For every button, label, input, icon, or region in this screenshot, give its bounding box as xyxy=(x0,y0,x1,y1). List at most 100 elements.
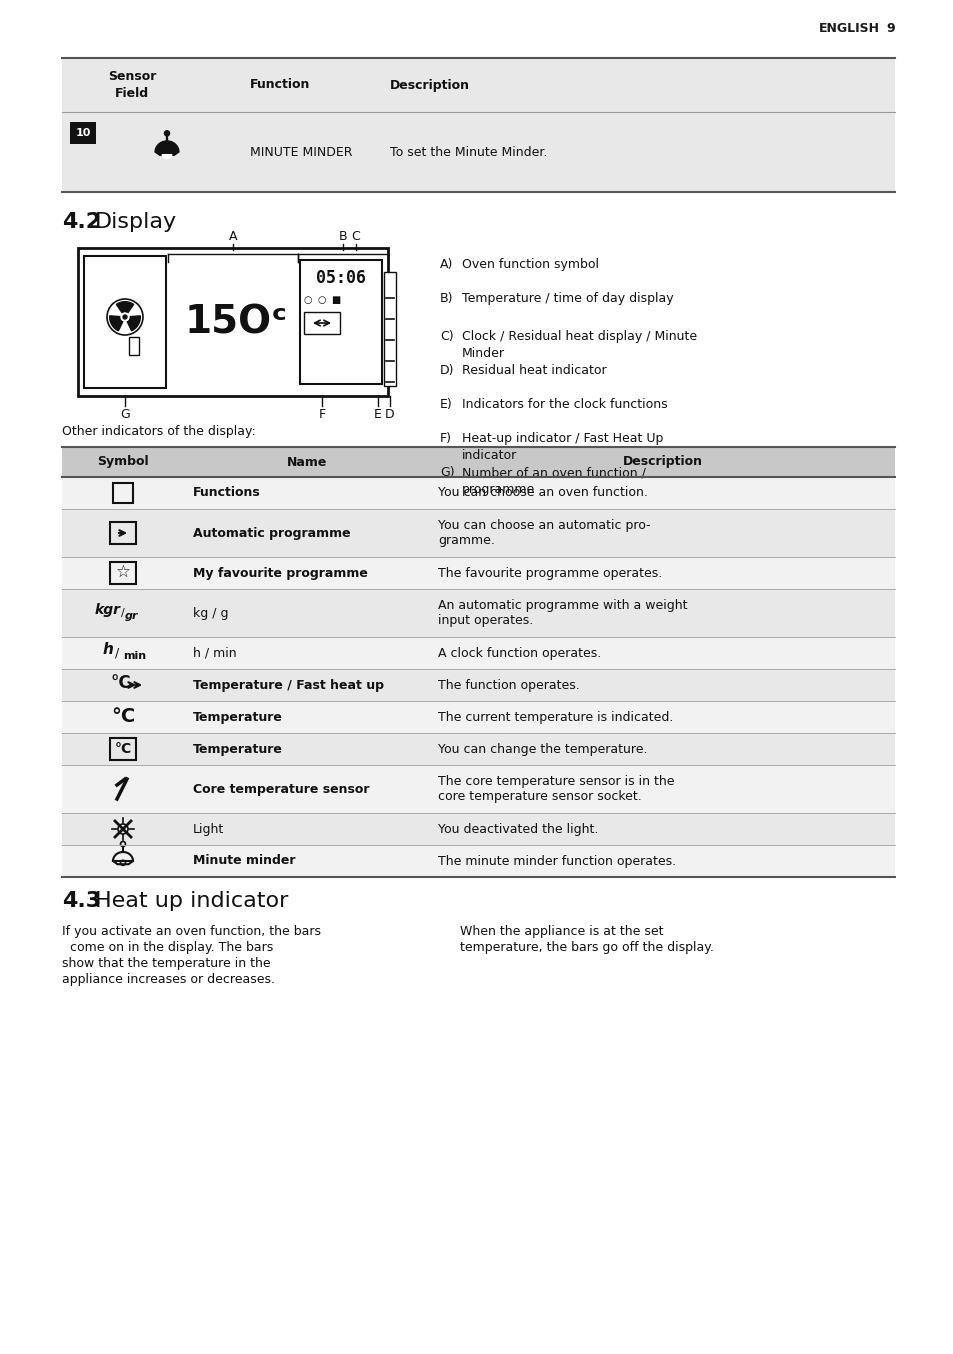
Text: programme: programme xyxy=(461,483,535,496)
Text: Core temperature sensor: Core temperature sensor xyxy=(193,783,369,796)
Text: Minder: Minder xyxy=(461,347,504,360)
Text: °C: °C xyxy=(114,742,132,756)
Text: appliance increases or decreases.: appliance increases or decreases. xyxy=(62,974,274,986)
Bar xyxy=(62,845,894,877)
Bar xyxy=(304,311,339,334)
Text: You can change the temperature.: You can change the temperature. xyxy=(437,742,647,756)
Text: /: / xyxy=(115,646,119,659)
Text: Minute minder: Minute minder xyxy=(193,854,295,868)
Text: gr: gr xyxy=(125,611,138,621)
Text: ☆: ☆ xyxy=(115,563,131,581)
Text: A): A) xyxy=(439,259,453,271)
Bar xyxy=(62,636,894,669)
Text: Oven function symbol: Oven function symbol xyxy=(461,259,598,271)
Bar xyxy=(110,523,136,544)
Bar xyxy=(299,260,381,385)
Text: B: B xyxy=(338,229,347,242)
Text: You can choose an automatic pro-: You can choose an automatic pro- xyxy=(437,520,650,532)
Bar xyxy=(84,256,166,389)
Text: °C: °C xyxy=(111,708,135,727)
Text: Sensor
Field: Sensor Field xyxy=(108,70,156,100)
Text: G: G xyxy=(120,408,130,421)
Bar xyxy=(62,447,894,477)
Text: input operates.: input operates. xyxy=(437,613,533,627)
Text: temperature, the bars go off the display.: temperature, the bars go off the display… xyxy=(459,941,713,955)
Text: come on in the display. The bars: come on in the display. The bars xyxy=(62,941,273,955)
Text: ■: ■ xyxy=(331,295,340,305)
Bar xyxy=(62,812,894,845)
Text: 15Oᶜ: 15Oᶜ xyxy=(184,303,287,341)
Polygon shape xyxy=(116,302,133,317)
Text: min: min xyxy=(123,651,146,661)
Polygon shape xyxy=(162,154,172,158)
Text: Functions: Functions xyxy=(193,486,260,500)
Polygon shape xyxy=(110,315,125,330)
Text: C): C) xyxy=(439,330,453,343)
Text: Temperature / Fast heat up: Temperature / Fast heat up xyxy=(193,678,384,692)
Text: Temperature: Temperature xyxy=(193,711,283,723)
Bar xyxy=(62,477,894,509)
Circle shape xyxy=(121,313,129,321)
Text: Automatic programme: Automatic programme xyxy=(193,527,351,539)
Bar xyxy=(384,272,395,386)
Text: °C: °C xyxy=(111,674,132,692)
Circle shape xyxy=(107,299,143,334)
Circle shape xyxy=(123,315,127,320)
Text: F: F xyxy=(318,408,325,421)
Text: You can choose an oven function.: You can choose an oven function. xyxy=(437,486,647,500)
Text: Temperature / time of day display: Temperature / time of day display xyxy=(461,292,673,305)
Text: The minute minder function operates.: The minute minder function operates. xyxy=(437,854,676,868)
Text: The function operates.: The function operates. xyxy=(437,678,579,692)
Text: ○: ○ xyxy=(317,295,326,305)
Bar xyxy=(62,669,894,701)
Text: If you activate an oven function, the bars: If you activate an oven function, the ba… xyxy=(62,925,320,938)
Text: show that the temperature in the: show that the temperature in the xyxy=(62,957,271,969)
Bar xyxy=(78,248,388,395)
Text: You deactivated the light.: You deactivated the light. xyxy=(437,822,598,835)
Text: Name: Name xyxy=(287,455,327,468)
Text: B): B) xyxy=(439,292,453,305)
Text: indicator: indicator xyxy=(461,450,517,462)
Bar xyxy=(112,483,132,502)
Bar xyxy=(70,122,96,144)
Text: The favourite programme operates.: The favourite programme operates. xyxy=(437,566,661,580)
Bar xyxy=(110,562,136,584)
Text: Description: Description xyxy=(390,79,470,92)
Text: /: / xyxy=(121,608,125,617)
Text: Heat-up indicator / Fast Heat Up: Heat-up indicator / Fast Heat Up xyxy=(461,432,662,445)
Text: Residual heat indicator: Residual heat indicator xyxy=(461,364,606,376)
Bar xyxy=(62,733,894,765)
Text: The current temperature is indicated.: The current temperature is indicated. xyxy=(437,711,673,723)
Text: 05:06: 05:06 xyxy=(315,269,366,287)
Bar xyxy=(62,58,894,112)
Text: The core temperature sensor is in the: The core temperature sensor is in the xyxy=(437,776,674,788)
Text: Other indicators of the display:: Other indicators of the display: xyxy=(62,425,255,439)
Bar xyxy=(62,589,894,636)
Text: F): F) xyxy=(439,432,452,445)
Bar xyxy=(110,738,136,760)
Text: D): D) xyxy=(439,364,454,376)
Text: When the appliance is at the set: When the appliance is at the set xyxy=(459,925,662,938)
Text: G): G) xyxy=(439,466,455,479)
Bar xyxy=(129,337,139,355)
Text: Indicators for the clock functions: Indicators for the clock functions xyxy=(461,398,667,412)
Polygon shape xyxy=(125,315,140,330)
Polygon shape xyxy=(155,141,179,156)
Text: 9: 9 xyxy=(885,22,894,34)
Bar xyxy=(62,701,894,733)
Text: Function: Function xyxy=(250,79,310,92)
Text: 10: 10 xyxy=(75,129,91,138)
Bar xyxy=(62,556,894,589)
Text: core temperature sensor socket.: core temperature sensor socket. xyxy=(437,789,641,803)
Text: Number of an oven function /: Number of an oven function / xyxy=(461,466,645,479)
Text: D: D xyxy=(385,408,395,421)
Text: MINUTE MINDER: MINUTE MINDER xyxy=(250,145,352,158)
Text: An automatic programme with a weight: An automatic programme with a weight xyxy=(437,600,687,612)
Circle shape xyxy=(164,131,170,135)
Text: Display: Display xyxy=(95,213,177,232)
Text: Heat up indicator: Heat up indicator xyxy=(95,891,288,911)
Text: kgr: kgr xyxy=(95,603,121,617)
Text: gramme.: gramme. xyxy=(437,533,495,547)
Text: ENGLISH: ENGLISH xyxy=(818,22,879,34)
Text: A: A xyxy=(229,229,237,242)
